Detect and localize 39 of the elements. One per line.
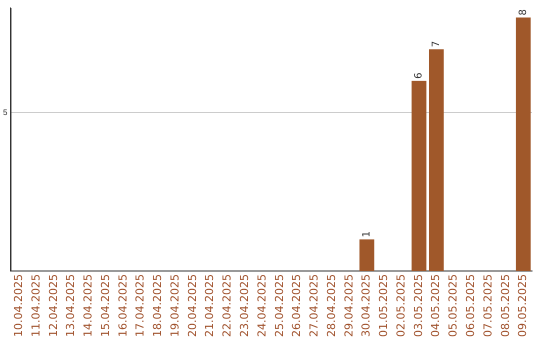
bar <box>359 239 374 272</box>
x-tick-label: 27.04.2025 <box>308 274 321 338</box>
x-tick-label: 17.04.2025 <box>134 274 147 338</box>
x-tick-label: 03.05.2025 <box>412 274 425 338</box>
x-tick-label: 10.04.2025 <box>12 274 25 338</box>
x-tick-label: 09.05.2025 <box>516 274 530 338</box>
x-tick-label: 11.04.2025 <box>29 274 42 338</box>
x-tick-label: 07.05.2025 <box>481 274 494 338</box>
bar <box>428 49 444 272</box>
x-tick-label: 16.04.2025 <box>116 274 130 338</box>
x-tick-label: 12.04.2025 <box>46 274 60 338</box>
x-tick-label: 06.05.2025 <box>464 274 478 338</box>
x-tick-label: 02.05.2025 <box>394 274 408 338</box>
x-tick-label: 19.04.2025 <box>168 274 182 338</box>
x-tick-label: 23.04.2025 <box>238 274 252 338</box>
x-tick-label: 30.04.2025 <box>360 274 373 338</box>
x-tick-label: 28.04.2025 <box>324 274 338 338</box>
y-tick-label: 5 <box>2 108 8 117</box>
x-tick-label: 29.04.2025 <box>342 274 356 338</box>
x-tick-label: 20.04.2025 <box>186 274 199 338</box>
data-label: 7 <box>430 40 442 48</box>
x-tick-label: 14.04.2025 <box>82 274 95 338</box>
x-tick-label: 13.04.2025 <box>64 274 78 338</box>
x-tick-label: 26.04.2025 <box>290 274 304 338</box>
bar <box>516 18 531 272</box>
data-label: 1 <box>361 230 372 238</box>
x-tick-label: 21.04.2025 <box>203 274 216 338</box>
x-tick-label: 05.05.2025 <box>446 274 460 338</box>
data-label: 8 <box>518 9 529 16</box>
x-tick-label: 04.05.2025 <box>429 274 442 338</box>
x-tick-label: 08.05.2025 <box>498 274 512 338</box>
x-tick-label: 22.04.2025 <box>220 274 234 338</box>
bar <box>412 80 426 272</box>
x-tick-label: 18.04.2025 <box>151 274 164 338</box>
x-tick-label: 24.04.2025 <box>255 274 268 338</box>
x-tick-label: 15.04.2025 <box>98 274 112 338</box>
data-label: 6 <box>414 72 425 79</box>
x-tick-label: 25.04.2025 <box>272 274 286 338</box>
x-tick-label: 01.05.2025 <box>377 274 390 338</box>
